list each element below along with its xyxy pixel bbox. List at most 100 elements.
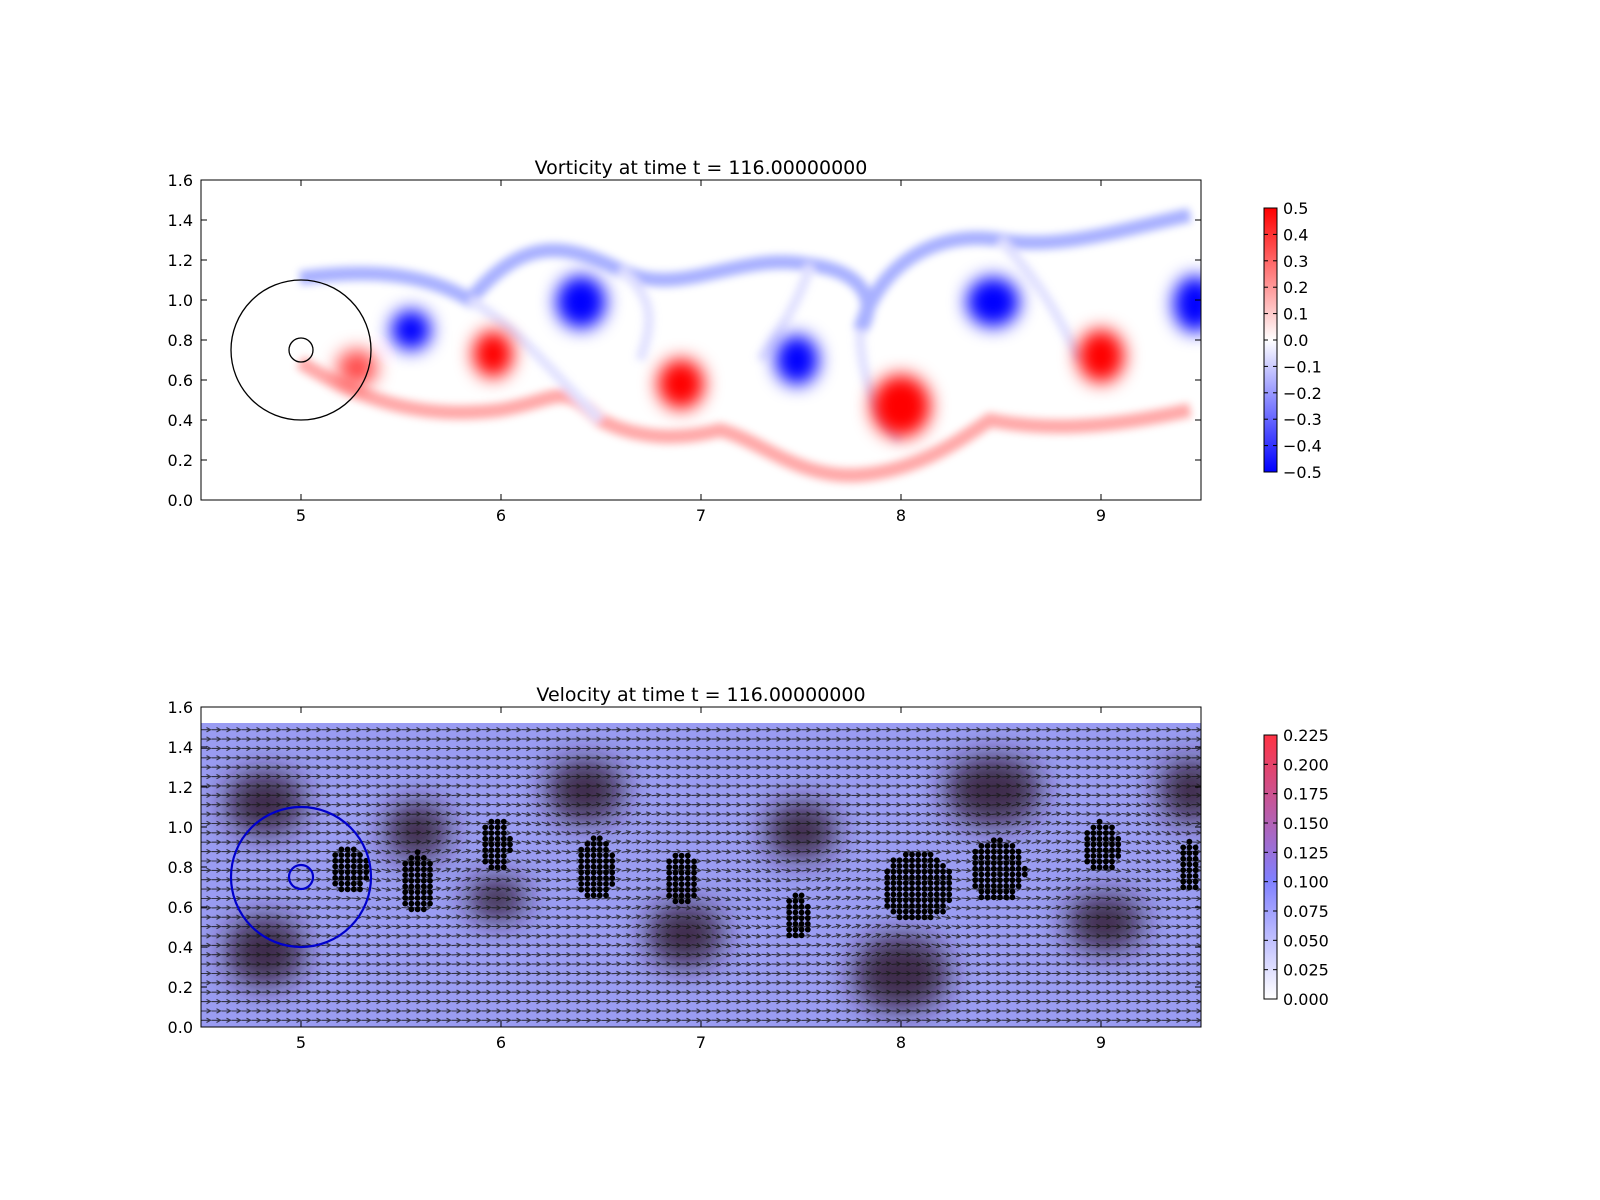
quiver-arrow: [431, 980, 442, 986]
quiver-arrow: [1031, 905, 1042, 911]
quiver-arrow: [1071, 942, 1082, 948]
particle-marker: [590, 892, 597, 899]
quiver-arrow: [751, 886, 762, 892]
quiver-arrow: [321, 980, 332, 986]
quiver-arrow: [621, 811, 632, 817]
quiver-arrow: [1111, 764, 1122, 770]
quiver-arrow: [891, 755, 902, 761]
quiver-arrow: [651, 858, 662, 864]
quiver-arrow: [751, 820, 762, 827]
quiver-arrow: [641, 961, 652, 967]
quiver-arrow: [641, 745, 652, 752]
quiver-arrow: [581, 802, 592, 808]
quiver-arrow: [1161, 821, 1172, 827]
quiver-arrow: [651, 905, 662, 911]
quiver-arrow: [391, 858, 402, 864]
quiver-arrow: [1111, 905, 1122, 911]
quiver-arrow: [921, 1008, 932, 1014]
quiver-arrow: [891, 951, 902, 958]
quiver-arrow: [551, 980, 562, 986]
quiver-arrow: [471, 764, 482, 770]
quiver-arrow: [451, 942, 462, 948]
quiver-arrow: [651, 1008, 662, 1014]
particle-marker: [927, 885, 934, 892]
quiver-arrow: [911, 773, 922, 780]
particle-marker: [927, 902, 934, 909]
quiver-arrow: [691, 914, 702, 920]
quiver-arrow: [291, 877, 302, 883]
quiver-arrow: [721, 1017, 732, 1023]
quiver-arrow: [401, 736, 412, 742]
quiver-arrow: [1091, 773, 1102, 780]
quiver-arrow: [221, 736, 232, 742]
quiver-arrow: [591, 783, 602, 789]
particle-marker: [946, 880, 953, 886]
quiver-arrow: [231, 952, 242, 958]
quiver-arrow: [991, 792, 1002, 798]
quiver-arrow: [1181, 811, 1192, 817]
quiver-arrow: [931, 980, 942, 986]
quiver-arrow: [401, 942, 412, 948]
particle-marker: [578, 875, 585, 882]
particle-marker: [933, 908, 940, 915]
particle-marker: [596, 846, 603, 853]
quiver-arrow: [791, 802, 802, 808]
quiver-arrow: [851, 989, 862, 995]
quiver-arrow: [601, 727, 612, 733]
particle-marker: [921, 874, 928, 881]
quiver-arrow: [951, 858, 962, 864]
quiver-arrow: [851, 802, 862, 808]
quiver-arrow: [491, 923, 502, 930]
quiver-arrow: [401, 839, 412, 845]
quiver-arrow: [201, 736, 212, 742]
particle-marker: [1109, 847, 1115, 854]
quiver-arrow: [881, 989, 892, 995]
particle-marker: [978, 843, 985, 849]
quiver-arrow: [281, 783, 292, 789]
quiver-arrow: [851, 980, 862, 986]
quiver-arrow: [541, 792, 552, 799]
quiver-arrow: [931, 998, 942, 1005]
quiver-arrow: [761, 820, 772, 827]
quiver-arrow: [231, 961, 242, 967]
quiver-arrow: [401, 764, 412, 770]
quiver-arrow: [631, 1008, 642, 1014]
quiver-arrow: [951, 867, 962, 874]
quiver-arrow: [561, 867, 572, 874]
quiver-arrow: [491, 933, 502, 939]
particle-marker: [997, 854, 1003, 861]
quiver-arrow: [291, 914, 302, 920]
quiver-arrow: [381, 820, 392, 827]
quiver-arrow: [1141, 764, 1152, 770]
quiver-arrow: [461, 820, 472, 827]
quiver-arrow: [521, 727, 532, 733]
quiver-arrow: [1181, 792, 1192, 799]
quiver-arrow: [1031, 980, 1042, 986]
quiver-arrow: [881, 839, 892, 845]
quiver-arrow: [681, 905, 692, 911]
quiver-arrow: [1091, 876, 1102, 883]
quiver-arrow: [1021, 792, 1032, 798]
quiver-arrow: [511, 727, 522, 733]
quiver-arrow: [531, 952, 542, 958]
quiver-arrow: [441, 811, 452, 817]
quiver-arrow: [581, 961, 592, 967]
quiver-arrow: [1011, 905, 1022, 911]
particle-marker: [578, 886, 585, 893]
vorticity-colorbar-ticks: 0.50.40.30.20.10.0−0.1−0.2−0.3−0.4−0.5: [1264, 199, 1322, 482]
quiver-arrow: [861, 839, 872, 845]
quiver-arrow: [321, 952, 332, 958]
quiver-arrow: [301, 820, 312, 827]
quiver-arrow: [771, 970, 782, 977]
quiver-arrow: [1151, 811, 1162, 817]
quiver-arrow: [461, 980, 472, 986]
quiver-arrow: [381, 764, 392, 770]
quiver-arrow: [521, 886, 532, 892]
quiver-arrow: [591, 989, 602, 995]
quiver-arrow: [1071, 933, 1082, 939]
quiver-arrow: [901, 933, 912, 939]
particle-marker: [488, 858, 495, 865]
particle-marker: [1186, 878, 1193, 885]
quiver-arrow: [391, 783, 402, 789]
particle-marker: [884, 874, 891, 881]
